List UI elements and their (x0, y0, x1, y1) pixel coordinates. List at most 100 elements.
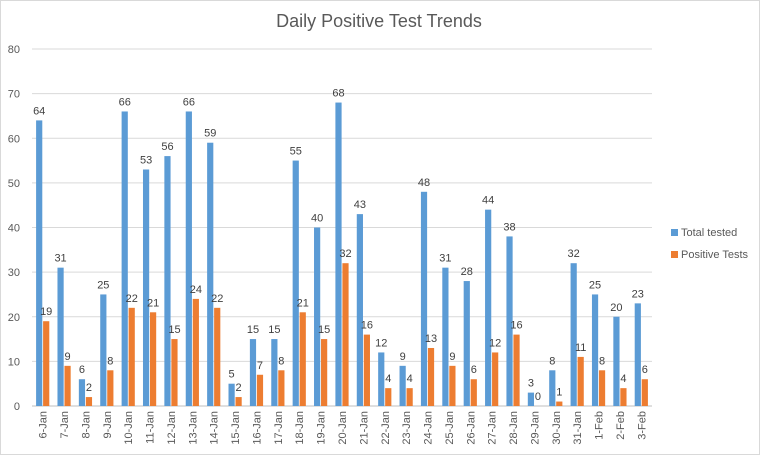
data-label: 55 (290, 146, 302, 158)
bar-total-tested (335, 102, 342, 407)
bar-total-tested (442, 267, 449, 406)
x-tick-label: 22-Jan (380, 411, 392, 445)
bar-total-tested (292, 160, 299, 406)
bar-total-tested (142, 169, 150, 406)
x-tick-label: 23-Jan (401, 411, 413, 445)
bar-total-tested (378, 352, 385, 406)
data-label: 59 (204, 128, 216, 140)
data-label: 2 (86, 382, 92, 394)
x-tick-label: 2-Feb (615, 411, 627, 440)
bar-positive-tests (64, 365, 71, 406)
data-label: 2 (236, 382, 242, 394)
bar-total-tested (314, 227, 321, 406)
chart-title: Daily Positive Test Trends (276, 11, 482, 31)
y-tick-label: 60 (8, 133, 20, 145)
data-label: 31 (54, 253, 66, 265)
data-label: 40 (311, 213, 323, 225)
bar-total-tested (121, 111, 128, 406)
data-label: 5 (229, 369, 235, 381)
bar-positive-tests (641, 379, 648, 406)
data-label: 66 (119, 96, 131, 108)
data-label: 20 (610, 302, 622, 314)
bar-total-tested (185, 111, 192, 406)
data-label: 4 (385, 373, 391, 385)
data-label: 21 (297, 297, 309, 309)
x-tick-label: 11-Jan (145, 411, 157, 444)
y-tick-label: 80 (8, 44, 20, 56)
data-label: 13 (425, 333, 437, 345)
data-label: 7 (257, 360, 263, 372)
data-label: 48 (418, 177, 430, 189)
data-label: 22 (211, 293, 223, 305)
bar-total-tested (228, 383, 235, 406)
bar-positive-tests (43, 321, 50, 406)
data-label: 28 (461, 266, 473, 278)
bar-positive-tests (171, 339, 178, 406)
data-label: 64 (33, 105, 45, 117)
bar-total-tested (78, 379, 86, 406)
x-tick-label: 24-Jan (423, 411, 435, 445)
bars (36, 102, 648, 407)
legend-swatch (671, 229, 678, 236)
data-label: 32 (339, 248, 351, 260)
bar-total-tested (527, 392, 535, 406)
bar-positive-tests (299, 312, 306, 406)
data-label: 66 (183, 96, 195, 108)
x-tick-label: 1-Feb (594, 411, 606, 440)
data-label: 9 (400, 351, 406, 363)
bar-positive-tests (556, 401, 563, 406)
data-label: 43 (354, 199, 366, 211)
data-label: 4 (620, 373, 626, 385)
bar-positive-tests (577, 356, 584, 406)
x-tick-label: 21-Jan (358, 411, 370, 445)
bar-positive-tests (256, 374, 264, 406)
bar-total-tested (207, 142, 214, 406)
x-tick-label: 10-Jan (123, 411, 135, 445)
bar-positive-tests (235, 397, 242, 406)
bar-positive-tests (278, 370, 285, 406)
x-tick-label: 14-Jan (209, 411, 221, 445)
x-tick-label: 12-Jan (166, 411, 178, 445)
x-tick-label: 26-Jan (465, 411, 477, 445)
x-tick-label: 25-Jan (444, 411, 456, 445)
x-tick-label: 28-Jan (508, 411, 520, 445)
bar-total-tested (399, 365, 406, 406)
legend: Total tested Positive Tests (671, 227, 749, 261)
y-tick-label: 70 (8, 89, 20, 101)
bar-positive-tests (513, 334, 520, 406)
x-tick-label: 20-Jan (337, 411, 349, 445)
data-label: 3 (528, 378, 534, 390)
x-tick-label: 7-Jan (59, 411, 71, 439)
data-labels: 6419319622586622532156156624592252157158… (33, 88, 648, 403)
data-label: 8 (549, 355, 555, 367)
y-tick-label: 0 (14, 401, 20, 413)
bar-total-tested (271, 339, 278, 406)
gridlines (32, 48, 652, 407)
y-axis-ticks: 0 10 20 30 40 50 60 70 80 (8, 44, 20, 413)
bar-total-tested (463, 281, 470, 406)
x-axis-ticks: 6-Jan 7-Jan 8-Jan 9-Jan 10-Jan 11-Jan 12-Jan 13… (38, 411, 649, 445)
data-label: 8 (107, 355, 113, 367)
data-label: 53 (140, 154, 152, 166)
bar-total-tested (356, 214, 363, 406)
y-tick-label: 40 (8, 223, 20, 235)
data-label: 8 (599, 355, 605, 367)
x-tick-label: 3-Feb (636, 411, 648, 440)
data-label: 9 (449, 351, 455, 363)
data-label: 31 (439, 253, 451, 265)
y-tick-label: 10 (8, 356, 20, 368)
bar-total-tested (36, 120, 43, 407)
data-label: 11 (575, 342, 586, 354)
data-label: 6 (471, 364, 477, 376)
data-label: 6 (642, 364, 648, 376)
x-tick-label: 13-Jan (187, 411, 199, 445)
x-tick-label: 8-Jan (80, 411, 92, 439)
x-tick-label: 31-Jan (572, 411, 584, 445)
data-label: 38 (503, 221, 515, 233)
data-label: 16 (361, 320, 373, 332)
bar-positive-tests (620, 388, 627, 406)
bar-total-tested (420, 191, 428, 406)
x-tick-label: 27-Jan (487, 411, 499, 445)
data-label: 24 (190, 284, 202, 296)
data-label: 6 (79, 364, 85, 376)
